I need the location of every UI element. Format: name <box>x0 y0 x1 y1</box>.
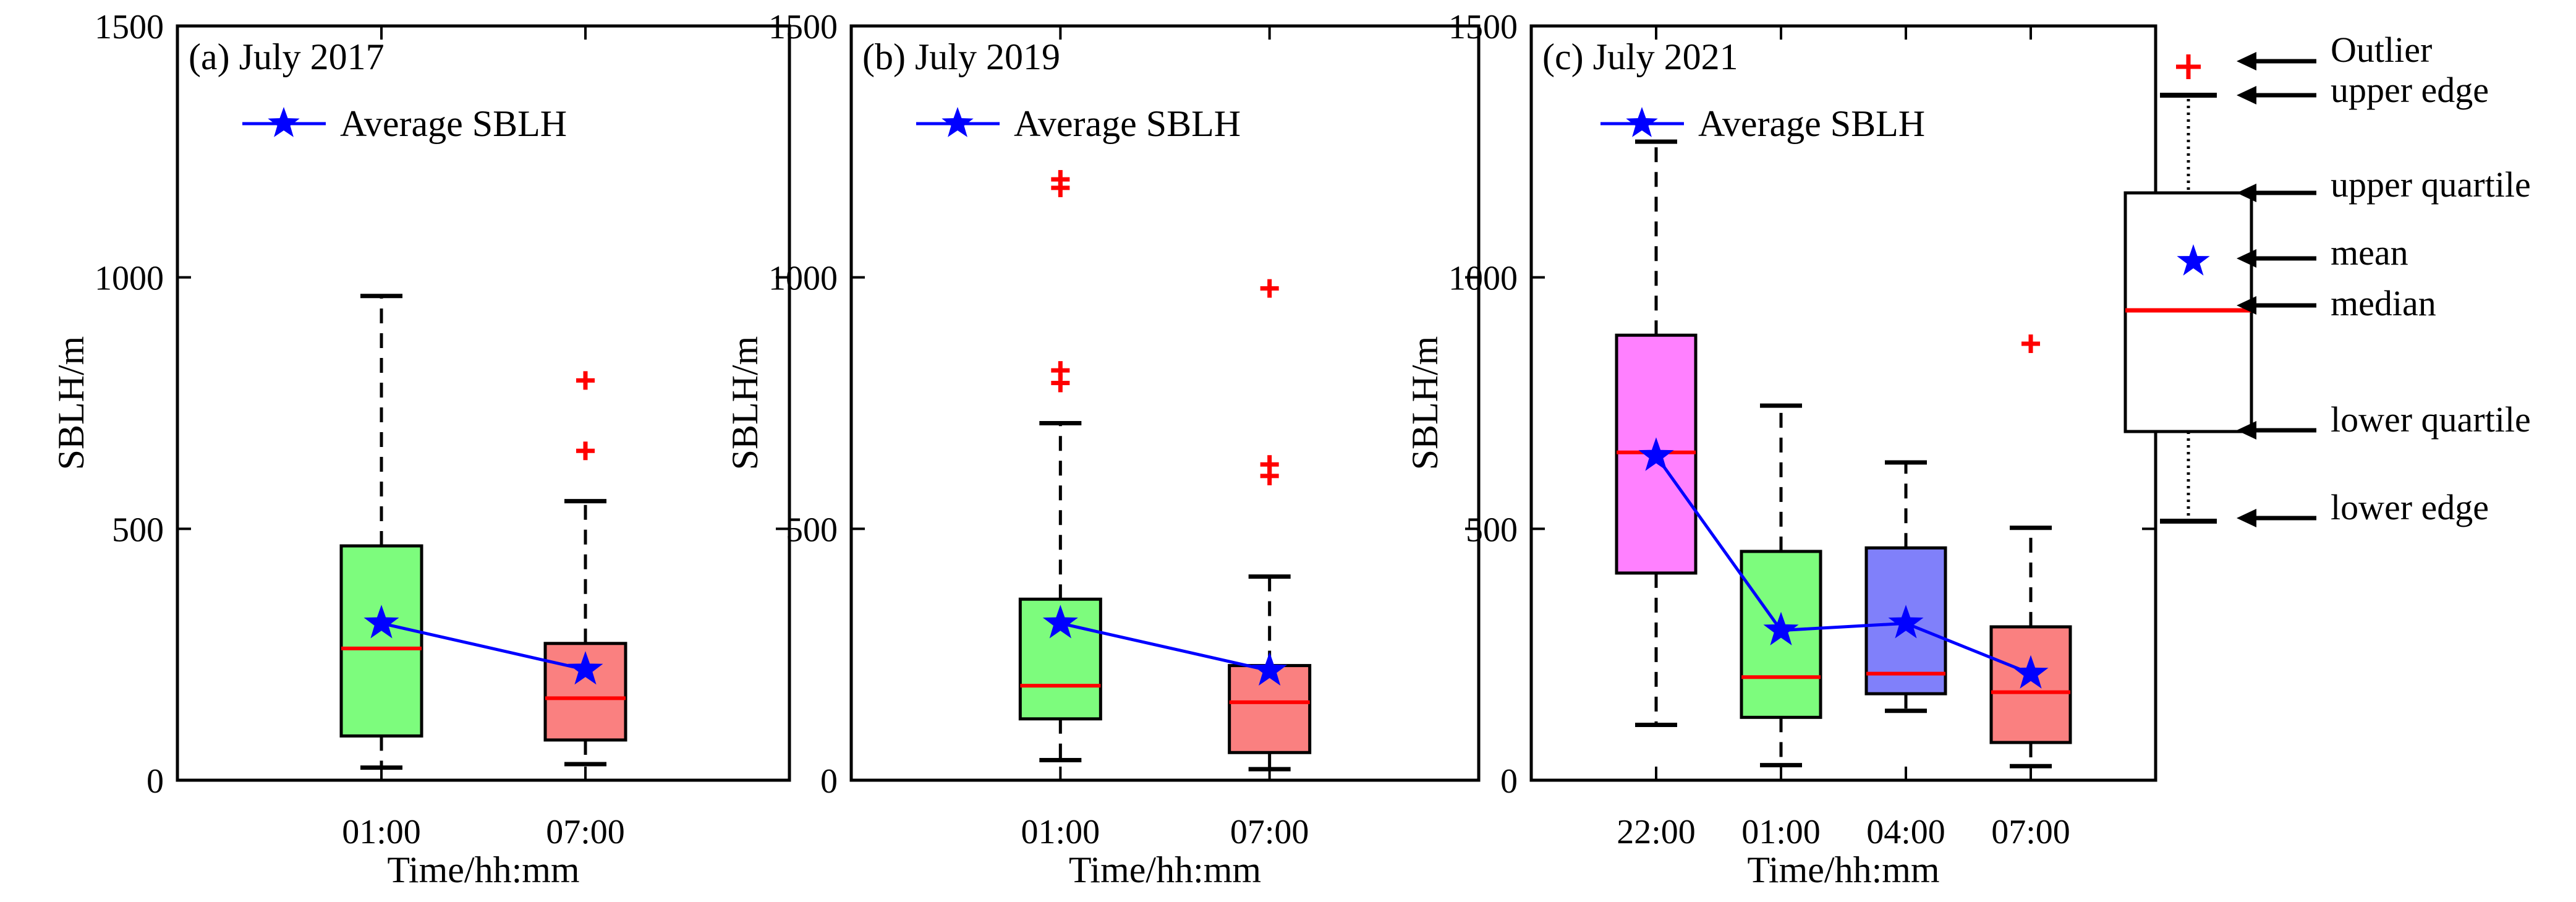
legend-label: Average SBLH <box>340 103 567 144</box>
y-tick-label: 0 <box>820 762 838 801</box>
key-arrow-head <box>2237 249 2256 268</box>
x-axis-label: Time/hh:mm <box>1747 849 1939 890</box>
mean-star <box>1763 611 1799 645</box>
key-arrow-head <box>2237 184 2256 202</box>
y-tick-label: 500 <box>1466 511 1518 549</box>
mean-star <box>1638 437 1674 471</box>
x-tick-label: 22:00 <box>1617 813 1696 851</box>
x-axis-label: Time/hh:mm <box>1069 849 1261 890</box>
y-tick-label: 0 <box>1500 762 1518 801</box>
quartile-box <box>1018 597 1102 721</box>
panel-title: (a) July 2017 <box>189 36 385 77</box>
x-tick-label: 01:00 <box>342 813 421 851</box>
plot-frame <box>176 24 791 782</box>
legend-star <box>268 107 300 137</box>
y-axis-label: SBLH/m <box>51 336 91 470</box>
mean-star <box>567 651 603 685</box>
x-tick-label: 07:00 <box>1991 813 2070 851</box>
mean-star <box>363 605 399 639</box>
x-tick-label: 01:00 <box>1741 813 1821 851</box>
x-tick-label: 07:00 <box>1230 813 1309 851</box>
key-arrow-head <box>2237 296 2256 315</box>
key-arrow-head <box>2237 86 2256 104</box>
key-arrow-head <box>2237 509 2256 527</box>
y-tick-label: 500 <box>112 511 164 549</box>
key-label: upper quartile <box>2331 164 2531 205</box>
x-axis-label: Time/hh:mm <box>387 849 579 890</box>
panel-title: (c) July 2021 <box>1542 36 1738 77</box>
quartile-box <box>339 544 423 738</box>
mean-star <box>2013 655 2049 689</box>
key-label: lower edge <box>2331 487 2489 527</box>
quartile-box <box>1989 625 2072 744</box>
y-axis-label: SBLH/m <box>725 336 765 470</box>
mean-star <box>1252 652 1288 686</box>
y-tick-label: 1000 <box>1448 260 1518 298</box>
y-tick-label: 1000 <box>768 260 838 298</box>
key-arrow-head <box>2237 421 2256 440</box>
quartile-box <box>1228 664 1312 754</box>
legend-label: Average SBLH <box>1014 103 1241 144</box>
mean-line <box>381 621 586 671</box>
box-0100 <box>339 294 423 770</box>
legend-star <box>942 107 974 137</box>
y-tick-label: 500 <box>786 511 838 549</box>
mean-line <box>1060 621 1270 673</box>
box-0700 <box>543 371 627 767</box>
plot-frame <box>849 24 1481 782</box>
key-label: upper edge <box>2331 70 2489 110</box>
y-tick-label: 1500 <box>1448 8 1518 46</box>
mean-star <box>1888 605 1924 639</box>
key-label: median <box>2331 283 2436 323</box>
box-0100 <box>1740 403 1822 768</box>
key-mean-star <box>2177 244 2210 276</box>
key-label: lower quartile <box>2331 399 2531 440</box>
key-label: Outlier <box>2331 30 2432 70</box>
mean-star <box>1042 605 1078 639</box>
x-tick-label: 01:00 <box>1021 813 1100 851</box>
legend-star <box>1626 107 1658 137</box>
y-tick-label: 1000 <box>95 260 164 298</box>
mean-line <box>1654 454 2031 675</box>
key-arrow-head <box>2237 52 2256 70</box>
box-0400 <box>1864 460 1947 713</box>
quartile-box <box>1740 550 1822 719</box>
legend-label: Average SBLH <box>1698 103 1925 144</box>
x-tick-label: 04:00 <box>1866 813 1945 851</box>
y-tick-label: 1500 <box>95 8 164 46</box>
box-0700 <box>1228 279 1312 772</box>
box-0100 <box>1018 170 1102 762</box>
panel-title: (b) July 2019 <box>862 36 1060 77</box>
y-tick-label: 0 <box>147 762 164 801</box>
y-axis-label: SBLH/m <box>1405 336 1445 470</box>
x-tick-label: 07:00 <box>546 813 625 851</box>
box-2200 <box>1615 139 1698 728</box>
panel-c: 0 500 1000 1500 22:00 01:00 04:00 07:00 Time/hh:… <box>1405 8 2157 890</box>
box-0700 <box>1989 334 2072 768</box>
y-tick-label: 1500 <box>768 8 838 46</box>
key-label: mean <box>2331 232 2408 273</box>
